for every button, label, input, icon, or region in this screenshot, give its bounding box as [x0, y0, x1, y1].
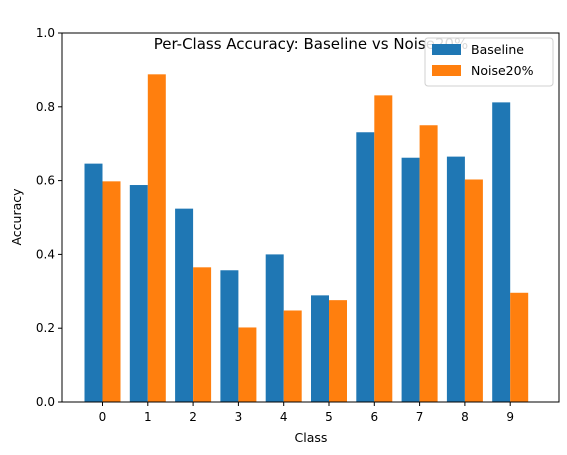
y-tick-label: 0.8	[36, 100, 55, 114]
bar-noise20-class-1	[147, 74, 166, 402]
x-tick-label: 3	[235, 410, 243, 424]
x-tick-label: 7	[416, 410, 424, 424]
legend-swatch-baseline	[432, 44, 461, 55]
bar-noise20-class-4	[283, 310, 302, 402]
x-tick-label: 4	[280, 410, 288, 424]
x-tick-label: 5	[325, 410, 333, 424]
plot-frame	[61, 32, 560, 403]
x-tick-label: 8	[461, 410, 469, 424]
y-axis-label: Accuracy	[9, 188, 24, 246]
bar-noise20-class-3	[238, 327, 257, 402]
x-axis-label: Class	[295, 430, 328, 445]
x-tick-label: 1	[144, 410, 152, 424]
y-axis: 0.0 0.2 0.4 0.6 0.8 1.0	[36, 26, 62, 409]
legend-label-baseline: Baseline	[471, 42, 524, 57]
bar-baseline-class-0	[84, 163, 103, 402]
bar-baseline-class-9	[492, 102, 511, 402]
legend-swatch-noise20	[432, 65, 461, 76]
bar-baseline-class-5	[311, 295, 329, 402]
bar-baseline-class-6	[356, 132, 375, 403]
bar-baseline-class-1	[129, 185, 148, 402]
x-tick-label: 6	[370, 410, 378, 424]
legend-label-noise20: Noise20%	[471, 63, 534, 78]
y-tick-label: 0.0	[36, 395, 55, 409]
chart-title: Per-Class Accuracy: Baseline vs Noise20%	[154, 35, 469, 53]
x-axis: 0 1 2 3 4 5 6 7 8 9	[99, 402, 514, 424]
bar-noise20-class-7	[419, 125, 438, 402]
bar-noise20-class-8	[464, 179, 483, 402]
legend: Baseline Noise20%	[424, 37, 554, 87]
y-tick-label: 0.4	[36, 247, 55, 261]
bar-baseline-class-8	[446, 156, 465, 402]
bars-group	[84, 74, 529, 403]
bar-baseline-class-2	[175, 208, 194, 402]
bar-noise20-class-5	[329, 300, 347, 402]
y-tick-label: 0.2	[36, 321, 55, 335]
bar-baseline-class-3	[220, 270, 239, 402]
x-tick-label: 2	[189, 410, 197, 424]
bar-noise20-class-2	[193, 267, 212, 402]
y-tick-label: 0.6	[36, 174, 55, 188]
bar-baseline-class-7	[401, 157, 420, 402]
bar-noise20-class-0	[102, 181, 121, 402]
bar-baseline-class-4	[265, 254, 284, 402]
bar-noise20-class-6	[374, 95, 393, 403]
x-tick-label: 9	[506, 410, 514, 424]
bar-noise20-class-9	[510, 292, 529, 402]
y-tick-label: 1.0	[36, 26, 55, 40]
x-tick-label: 0	[99, 410, 107, 424]
